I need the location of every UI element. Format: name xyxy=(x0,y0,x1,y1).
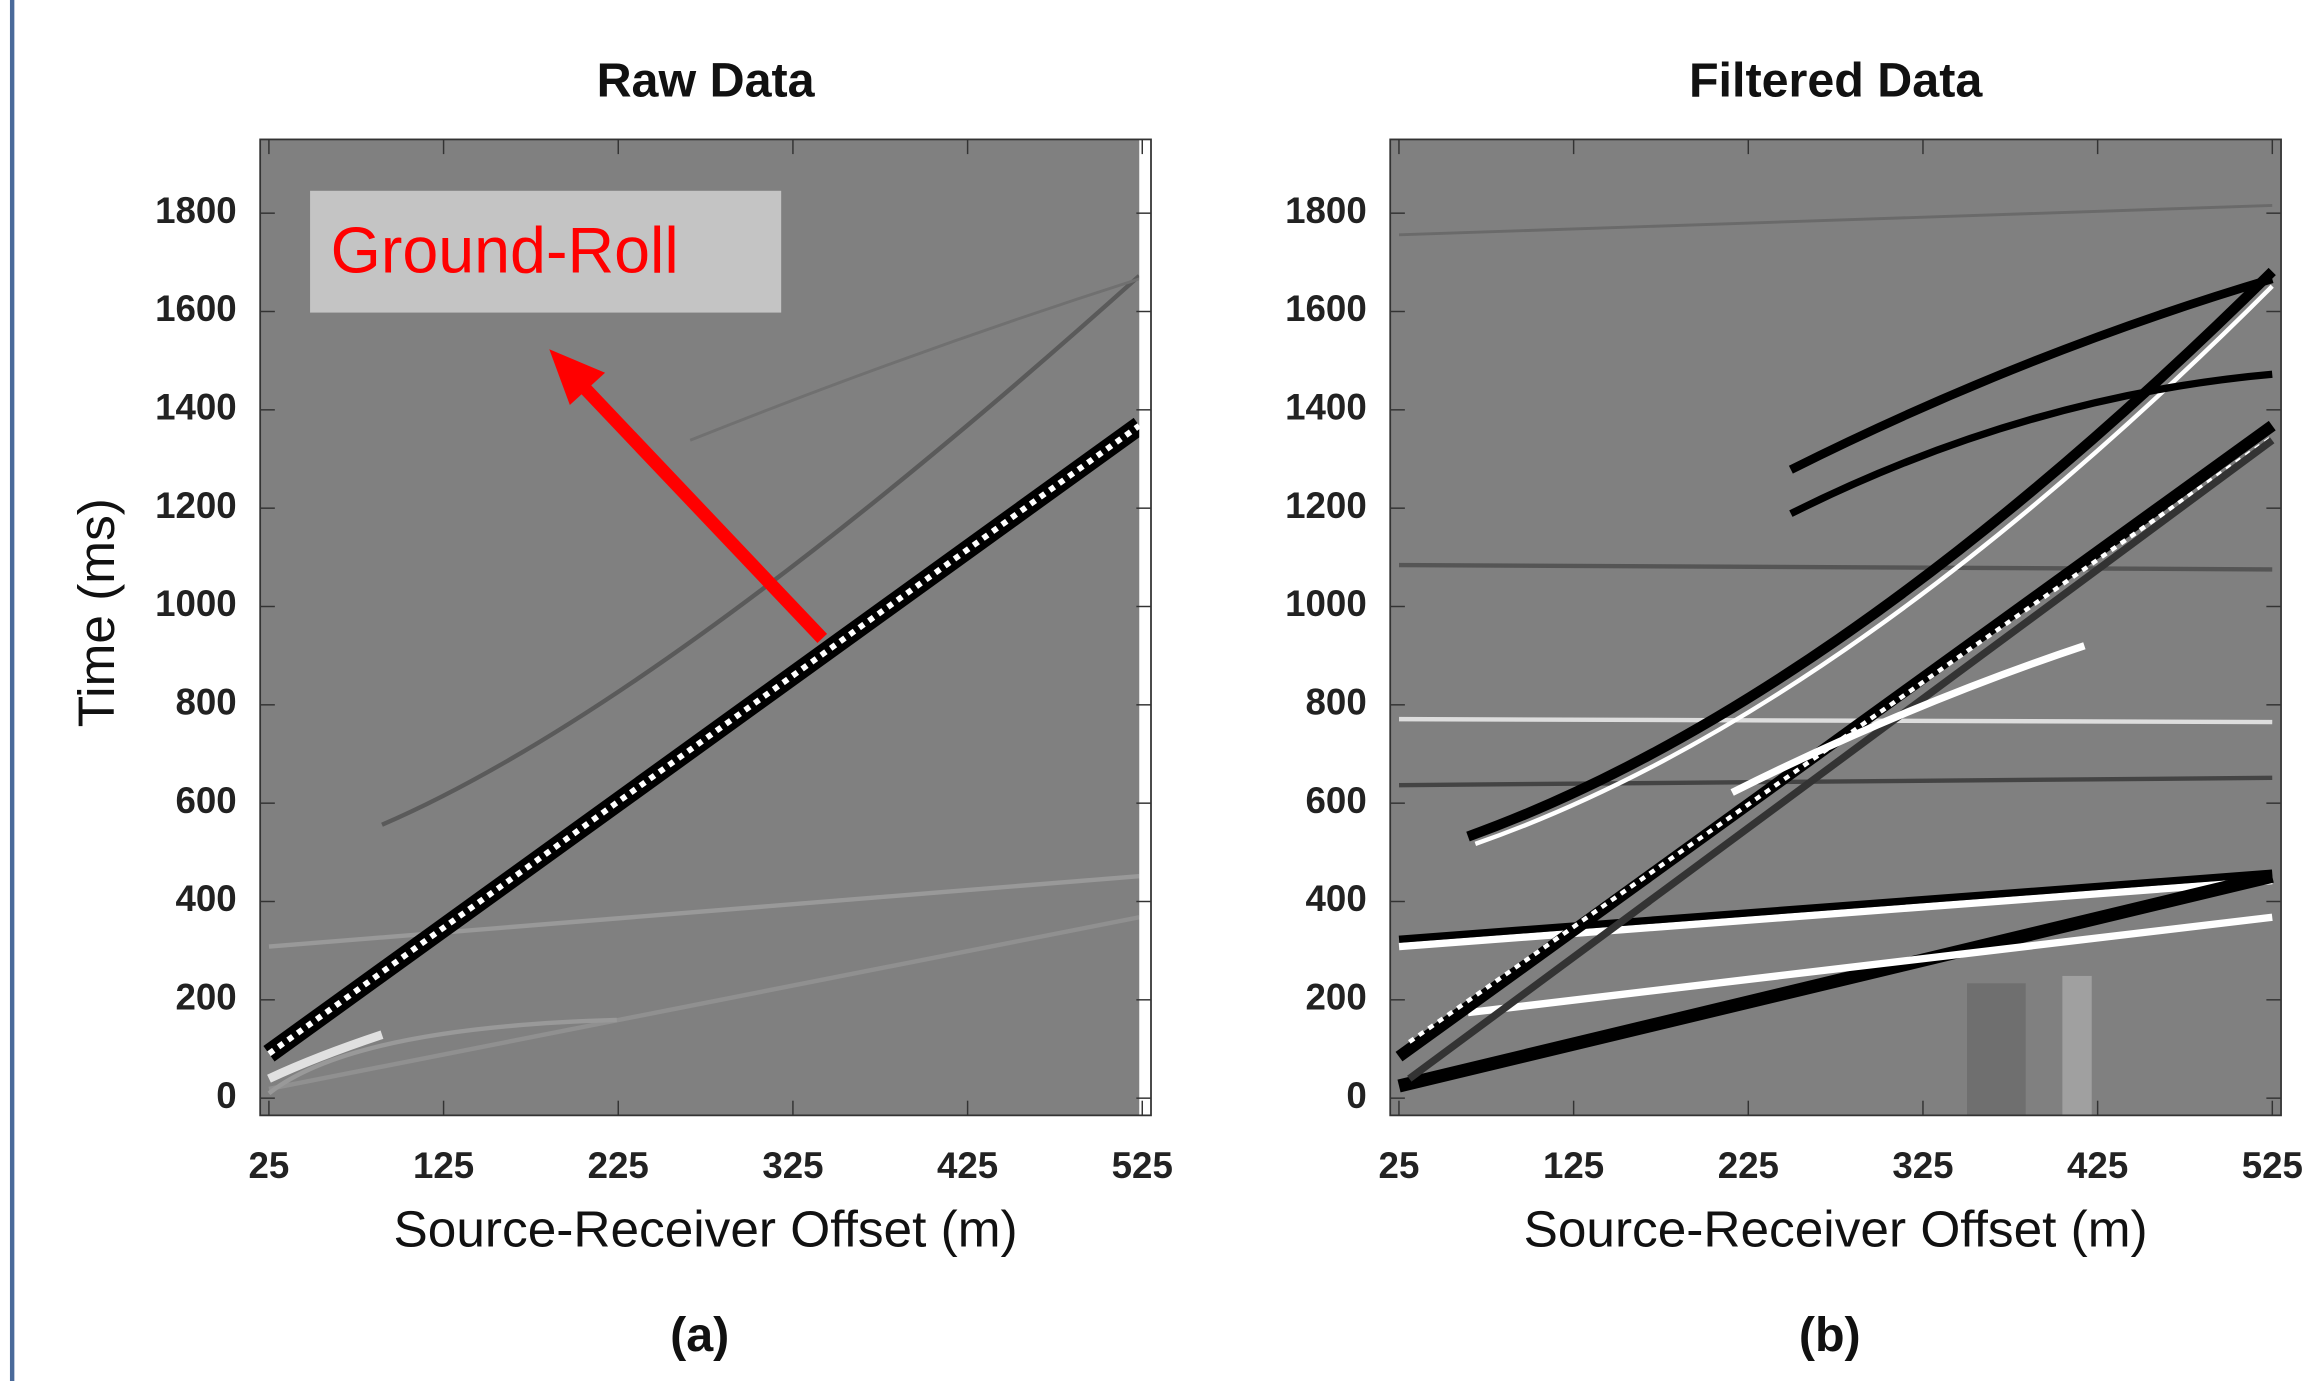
x-tick-label: 125 xyxy=(413,1145,474,1186)
chart-title: Filtered Data xyxy=(1689,53,1983,107)
y-tick-label: 1000 xyxy=(1285,583,1367,624)
x-tick-label: 525 xyxy=(1112,1145,1173,1186)
axes-frame xyxy=(259,138,1152,1117)
x-tick-label: 525 xyxy=(2242,1145,2302,1186)
panel-caption: (b) xyxy=(1799,1308,1861,1362)
y-tick-label: 1400 xyxy=(1285,387,1367,428)
seismic-image xyxy=(1395,203,2276,1116)
y-tick-label: 400 xyxy=(176,878,237,919)
x-axis-label: Source-Receiver Offset (m) xyxy=(1524,1200,2148,1257)
axes-frame xyxy=(1389,138,2282,1117)
chart-title: Raw Data xyxy=(597,53,816,107)
seismic-image xyxy=(263,139,1151,1116)
y-tick-label: 0 xyxy=(216,1075,236,1116)
x-tick-label: 25 xyxy=(249,1145,290,1186)
panel-filtered: 0 200 400 600 800 1000 1200 1400 1600 1800 25 125 22… xyxy=(1285,53,2302,1362)
x-axis-label: Source-Receiver Offset (m) xyxy=(394,1200,1018,1257)
y-tick-label: 200 xyxy=(1306,977,1367,1018)
y-tick-label: 1600 xyxy=(1285,288,1367,329)
annotation-arrow xyxy=(570,374,828,643)
y-tick-label: 600 xyxy=(1306,780,1367,821)
y-tick-label: 800 xyxy=(176,682,237,723)
y-axis-label: Time (ms) xyxy=(68,498,125,727)
x-tick-label: 425 xyxy=(2067,1145,2128,1186)
y-tick-label: 1200 xyxy=(155,485,237,526)
y-tick-label: 800 xyxy=(1306,682,1367,723)
y-tick-label: 1600 xyxy=(155,288,237,329)
y-tick-label: 1400 xyxy=(155,387,237,428)
y-tick-label: 200 xyxy=(176,977,237,1018)
y-tick-label: 1200 xyxy=(1285,485,1367,526)
y-tick-label: 1800 xyxy=(155,190,237,231)
x-tick-label: 225 xyxy=(1718,1145,1779,1186)
x-tick-label: 325 xyxy=(762,1145,823,1186)
annotation: Ground-Roll xyxy=(331,214,679,286)
x-tick-label: 125 xyxy=(1543,1145,1604,1186)
annotation-box xyxy=(310,190,782,313)
y-tick-label: 1000 xyxy=(155,583,237,624)
y-tick-label: 0 xyxy=(1346,1075,1366,1116)
y-tick-label: 600 xyxy=(176,780,237,821)
x-tick-label: 25 xyxy=(1379,1145,1420,1186)
y-tick-label: 1800 xyxy=(1285,190,1367,231)
x-tick-label: 325 xyxy=(1892,1145,1953,1186)
panel-caption: (a) xyxy=(670,1308,729,1362)
x-tick-label: 225 xyxy=(588,1145,649,1186)
x-tick-label: 425 xyxy=(937,1145,998,1186)
panel-raw: Ground-Roll 0 200 400 600 800 1000 1200 1400 160… xyxy=(68,53,1173,1362)
annotation-arrowhead xyxy=(549,349,606,406)
y-tick-label: 400 xyxy=(1306,878,1367,919)
